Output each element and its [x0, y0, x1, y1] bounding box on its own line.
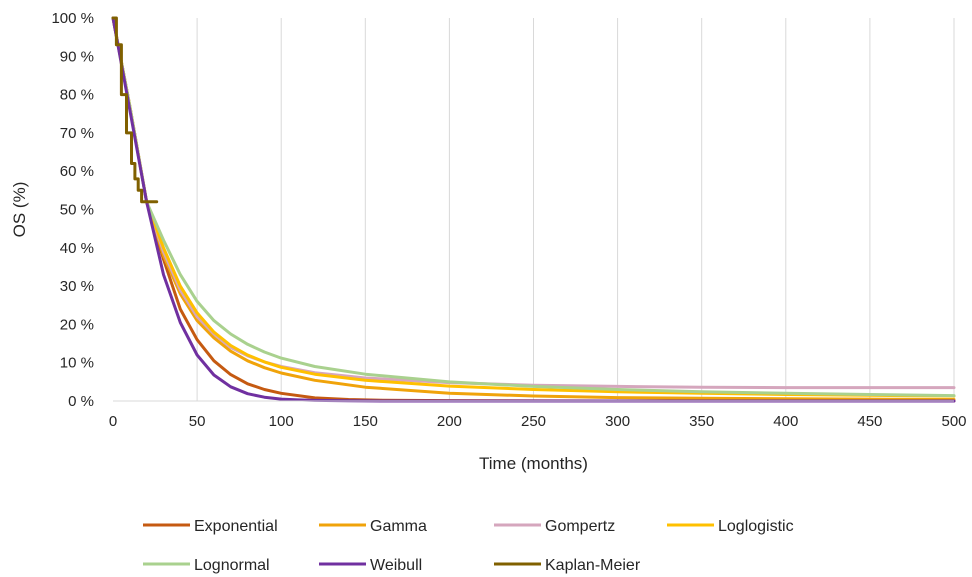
y-tick-label: 10 %: [60, 355, 94, 372]
series-line-kaplan-meier: [111, 16, 159, 204]
y-axis-title: OS (%): [10, 182, 29, 238]
x-tick-label: 50: [189, 413, 206, 430]
series-line-lognormal: [111, 16, 956, 398]
x-tick-label: 100: [269, 413, 294, 430]
x-tick-label: 350: [689, 413, 714, 430]
x-tick-label: 0: [109, 413, 117, 430]
x-axis-title: Time (months): [479, 454, 588, 473]
legend-label-exponential: Exponential: [194, 518, 278, 535]
y-tick-label: 20 %: [60, 316, 94, 333]
axes: 0 50 100 150 200 250 300 350 400 450 500 0 % 10 % 20 …: [51, 10, 966, 430]
legend: Exponential Gamma Gompertz Loglogistic Logno…: [143, 518, 794, 574]
x-tick-label: 300: [605, 413, 630, 430]
y-tick-label: 90 %: [60, 48, 94, 65]
x-tick-label: 400: [773, 413, 798, 430]
y-tick-label: 100 %: [51, 10, 94, 27]
y-tick-label: 0 %: [68, 393, 94, 410]
y-tick-label: 60 %: [60, 163, 94, 180]
legend-label-weibull: Weibull: [370, 557, 422, 574]
y-tick-label: 70 %: [60, 125, 94, 142]
series-line-gamma: [111, 16, 956, 401]
legend-label-lognormal: Lognormal: [194, 557, 270, 574]
y-tick-label: 50 %: [60, 202, 94, 219]
x-tick-label: 200: [437, 413, 462, 430]
y-tick-label: 30 %: [60, 278, 94, 295]
series-lines: [111, 16, 956, 403]
y-tick-label: 80 %: [60, 87, 94, 104]
x-tick-label: 250: [521, 413, 546, 430]
y-tick-label: 40 %: [60, 240, 94, 257]
x-tick-label: 500: [941, 413, 966, 430]
x-tick-label: 450: [857, 413, 882, 430]
legend-label-kaplan-meier: Kaplan-Meier: [545, 557, 641, 574]
x-tick-label: 150: [353, 413, 378, 430]
legend-label-loglogistic: Loglogistic: [718, 518, 794, 535]
legend-label-gamma: Gamma: [370, 518, 427, 535]
series-line-loglogistic: [111, 16, 956, 398]
legend-label-gompertz: Gompertz: [545, 518, 615, 535]
grid: [196, 18, 955, 401]
